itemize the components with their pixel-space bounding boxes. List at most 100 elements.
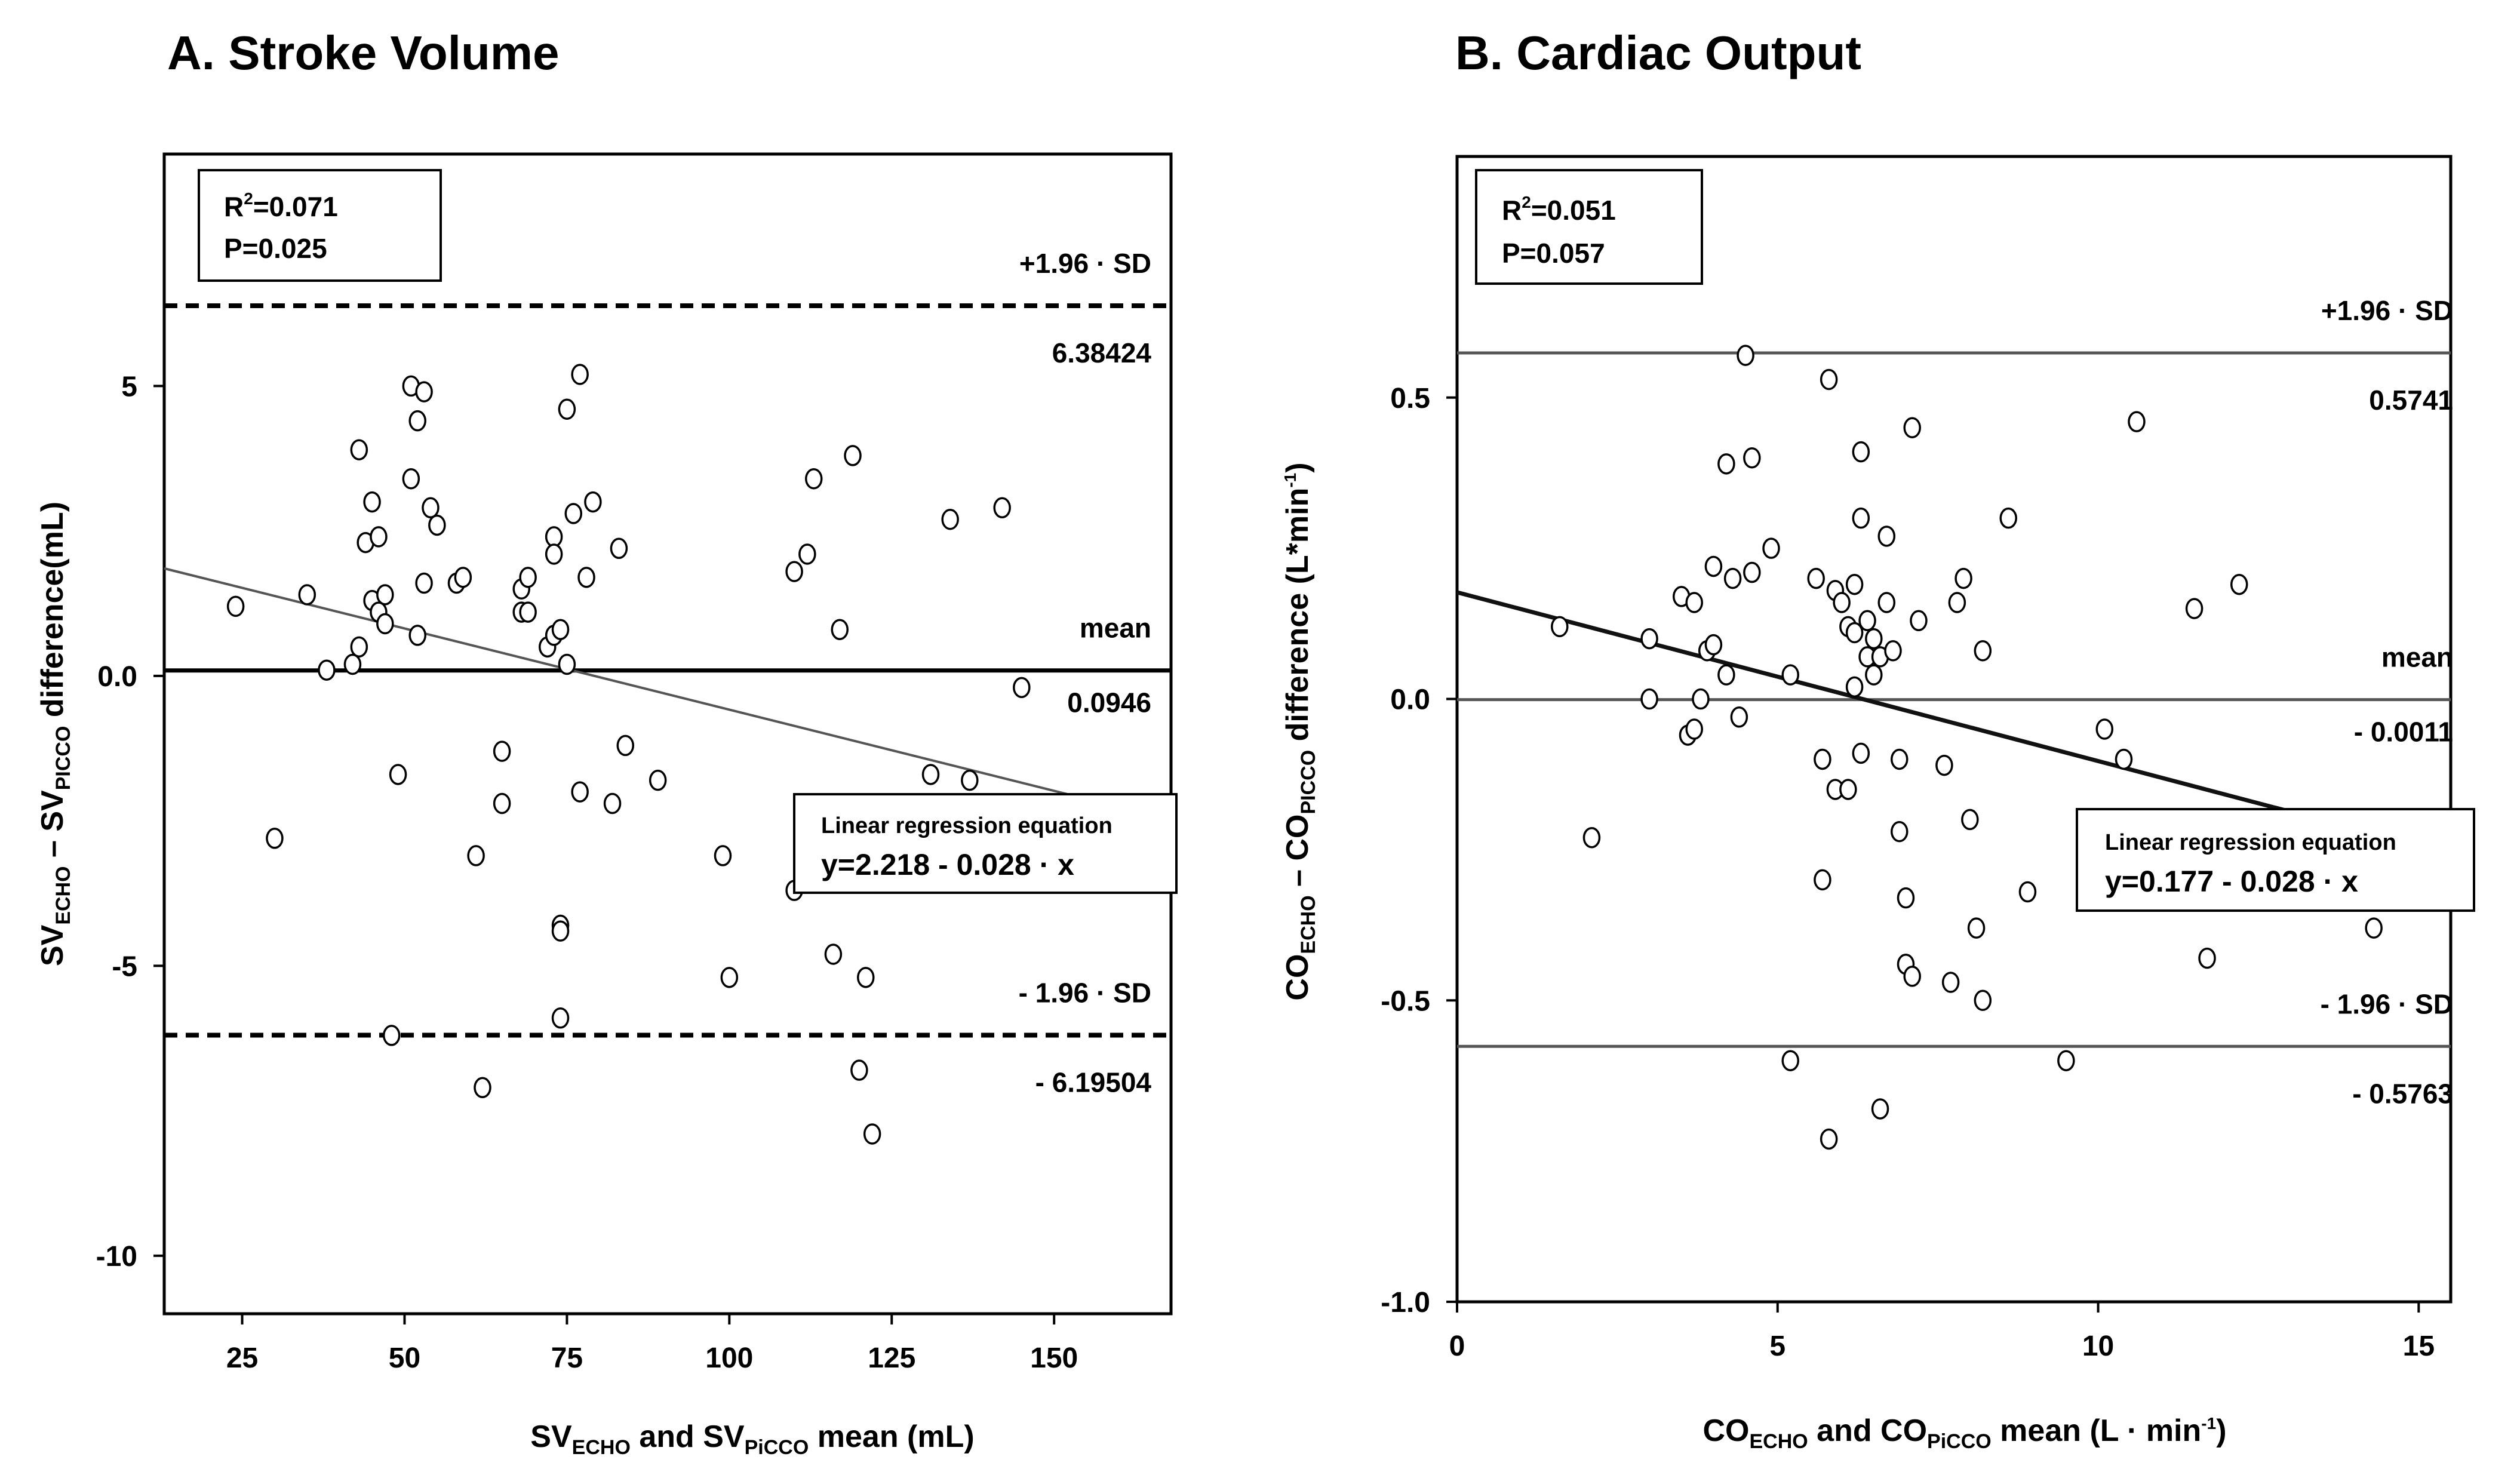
data-point xyxy=(266,828,284,849)
data-point xyxy=(1640,628,1658,650)
data-point xyxy=(1820,1128,1838,1150)
data-point xyxy=(1877,525,1896,547)
data-points-a xyxy=(226,364,1031,1145)
data-point xyxy=(804,468,823,490)
data-point xyxy=(1762,537,1780,559)
x-tick-label: 5 xyxy=(1769,1330,1785,1362)
data-point xyxy=(2115,748,2133,770)
data-point xyxy=(1685,718,1703,740)
data-point xyxy=(1845,573,1864,595)
data-point xyxy=(1814,748,1831,770)
x-tick-label: 100 xyxy=(705,1342,753,1374)
x-tick-label: 75 xyxy=(551,1342,583,1374)
stats-box-a xyxy=(198,169,442,282)
p-value-a: P=0.025 xyxy=(224,233,327,264)
data-point xyxy=(1903,966,1921,987)
y-tick-label: 0.0 xyxy=(97,661,137,693)
data-point xyxy=(1948,592,1966,613)
y-tick-label: 0.0 xyxy=(1390,684,1430,716)
data-point xyxy=(422,497,440,519)
data-point xyxy=(921,764,940,785)
data-point xyxy=(389,764,407,785)
data-point xyxy=(558,653,576,675)
data-point xyxy=(545,543,563,565)
data-point xyxy=(1820,368,1838,391)
plot-frame-a xyxy=(162,152,1173,1316)
data-point xyxy=(1974,640,1992,662)
data-point xyxy=(1852,441,1870,463)
data-point xyxy=(1717,664,1735,686)
data-point xyxy=(1743,447,1761,469)
data-point xyxy=(798,543,816,565)
data-point xyxy=(1858,610,1876,632)
data-point xyxy=(1845,676,1864,698)
data-point xyxy=(1807,567,1825,589)
data-point xyxy=(318,659,336,681)
data-point xyxy=(1717,453,1735,475)
data-point xyxy=(961,769,979,791)
data-point xyxy=(571,781,589,803)
data-point xyxy=(720,967,739,988)
data-point xyxy=(551,1007,570,1029)
data-point xyxy=(831,619,849,640)
data-point xyxy=(1685,592,1703,613)
stats-box-b xyxy=(1475,169,1703,285)
y-tick-label: -0.5 xyxy=(1381,985,1430,1017)
data-point xyxy=(551,920,570,942)
ref-value-mean-a: 0.0946 xyxy=(1067,687,1151,718)
data-points-b xyxy=(1551,345,2383,1150)
r-squared-a: R2=0.071 xyxy=(224,189,338,222)
data-point xyxy=(1839,779,1857,800)
regression-title-b: Linear regression equation xyxy=(2105,830,2396,855)
y-tick-label: -1.0 xyxy=(1381,1287,1430,1319)
data-point xyxy=(1897,887,1915,909)
panel-cardiac-output: B. Cardiac Output +1.96 · SD 0.5741 mean - … xyxy=(1280,26,2475,1453)
data-point xyxy=(1935,754,1953,776)
data-point xyxy=(519,567,537,588)
data-point xyxy=(993,497,1011,519)
data-point xyxy=(2365,917,2383,939)
y-tick-label: 0.5 xyxy=(1390,383,1430,414)
data-point xyxy=(1730,706,1748,728)
data-point xyxy=(603,792,622,815)
data-point xyxy=(1884,640,1902,662)
data-point xyxy=(1967,917,1986,939)
data-point xyxy=(1890,820,1909,843)
data-point xyxy=(1865,628,1883,650)
ref-label-mean-b: mean xyxy=(2381,642,2453,673)
panel-a-title: A. Stroke Volume xyxy=(167,26,559,79)
data-point xyxy=(1704,634,1723,656)
regression-box-a xyxy=(793,793,1178,894)
ref-value-upper-loa-b: 0.5741 xyxy=(2369,385,2453,416)
data-point xyxy=(844,445,862,466)
data-point xyxy=(298,584,316,606)
data-point xyxy=(857,967,875,988)
data-point xyxy=(1723,567,1742,589)
x-tick-label: 0 xyxy=(1449,1330,1465,1362)
data-point xyxy=(2057,1050,2075,1071)
plot-frame-b xyxy=(1455,155,2453,1304)
data-point xyxy=(467,845,485,866)
x-tick-label: 15 xyxy=(2403,1330,2435,1362)
data-point xyxy=(571,364,589,385)
data-point xyxy=(474,1077,491,1099)
x-tick-label: 125 xyxy=(868,1342,915,1374)
data-point xyxy=(714,845,732,866)
ref-value-lower-loa-a: - 6.19504 xyxy=(1035,1067,1152,1098)
ref-value-mean-b: - 0.0011 xyxy=(2354,717,2453,748)
data-point xyxy=(1582,826,1601,849)
regression-equation-a: y=2.218 - 0.028 · x xyxy=(821,848,1074,881)
data-point xyxy=(1781,664,1799,686)
data-point xyxy=(226,595,245,617)
ref-label-lower-loa-a: - 1.96 · SD xyxy=(1019,977,1151,1008)
ref-label-lower-loa-b: - 1.96 · SD xyxy=(2321,988,2453,1019)
data-point xyxy=(1845,622,1864,644)
data-point xyxy=(1974,989,1992,1012)
data-point xyxy=(824,944,843,965)
data-point xyxy=(863,1123,881,1145)
reference-lines-b: +1.96 · SD 0.5741 mean - 0.0011 - 1.96 · SD -… xyxy=(1457,295,2453,1109)
data-point xyxy=(1941,972,1960,993)
reference-lines-a: +1.96 · SD 6.38424 mean 0.0946 - 1.96 · SD - … xyxy=(164,248,1171,1098)
data-point xyxy=(408,625,426,646)
data-point xyxy=(519,601,537,623)
